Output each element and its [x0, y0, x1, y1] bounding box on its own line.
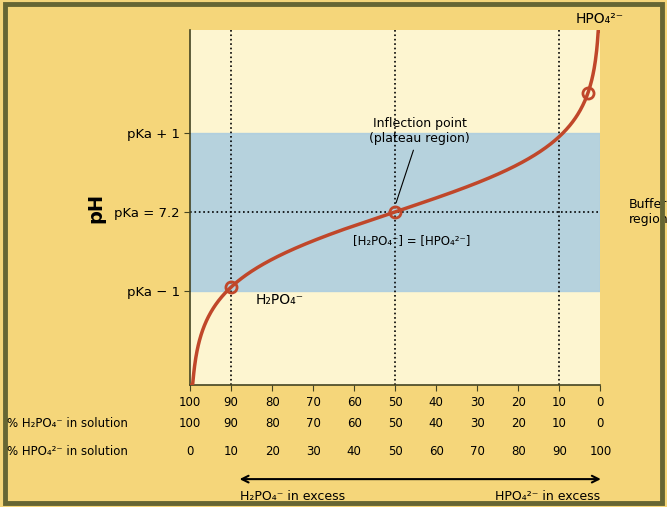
Text: 40: 40 — [347, 445, 362, 458]
Y-axis label: pH: pH — [87, 193, 106, 223]
Text: 80: 80 — [511, 445, 526, 458]
Text: 20: 20 — [511, 417, 526, 430]
Text: 90: 90 — [223, 417, 239, 430]
Text: 0: 0 — [596, 417, 604, 430]
Text: H₂PO₄⁻ in excess: H₂PO₄⁻ in excess — [240, 490, 346, 503]
Text: 60: 60 — [429, 445, 444, 458]
Text: 50: 50 — [388, 417, 403, 430]
Text: [H₂PO₄⁻] = [HPO₄²⁻]: [H₂PO₄⁻] = [HPO₄²⁻] — [353, 234, 470, 247]
Text: Buffer
region: Buffer region — [629, 198, 667, 226]
Text: 10: 10 — [223, 445, 239, 458]
Text: 70: 70 — [470, 445, 485, 458]
Text: 0: 0 — [186, 445, 194, 458]
Text: HPO₄²⁻: HPO₄²⁻ — [576, 13, 624, 26]
Text: % HPO₄²⁻ in solution: % HPO₄²⁻ in solution — [7, 445, 127, 458]
Text: 10: 10 — [552, 417, 567, 430]
Text: % H₂PO₄⁻ in solution: % H₂PO₄⁻ in solution — [7, 417, 127, 430]
Text: 80: 80 — [265, 417, 279, 430]
Text: HPO₄²⁻ in excess: HPO₄²⁻ in excess — [495, 490, 600, 503]
Text: 100: 100 — [179, 417, 201, 430]
Text: 30: 30 — [305, 445, 321, 458]
Text: 40: 40 — [429, 417, 444, 430]
Text: 90: 90 — [552, 445, 567, 458]
Text: 60: 60 — [347, 417, 362, 430]
Text: H₂PO₄⁻: H₂PO₄⁻ — [255, 294, 304, 307]
Bar — [190, 133, 600, 291]
Text: 50: 50 — [388, 445, 403, 458]
Text: 100: 100 — [589, 445, 612, 458]
Text: 70: 70 — [305, 417, 321, 430]
Text: Inflection point
(plateau region): Inflection point (plateau region) — [370, 117, 470, 203]
Text: 30: 30 — [470, 417, 485, 430]
Text: 20: 20 — [265, 445, 279, 458]
